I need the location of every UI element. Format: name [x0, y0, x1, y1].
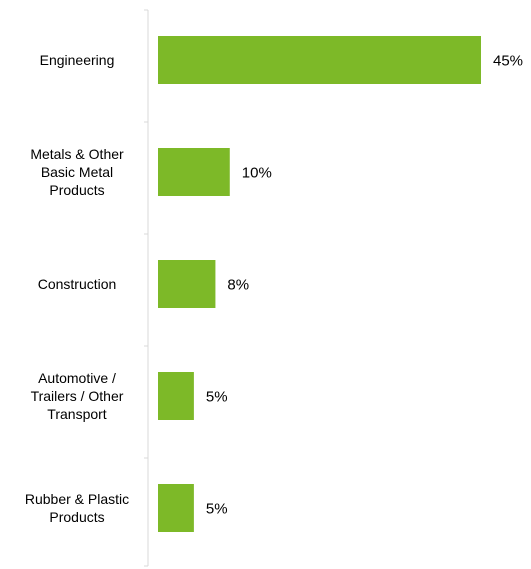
category-axis [144, 9, 149, 567]
category-label-line: Rubber & Plastic [25, 491, 129, 507]
category-label-line: Products [49, 509, 104, 525]
data-label: 8% [227, 277, 249, 294]
data-label: 5% [206, 389, 228, 406]
category-label-line: Trailers / Other [31, 388, 124, 404]
value-labels: 45% 10% 8% 5% 5% [206, 53, 523, 518]
category-tick-label: Rubber & Plastic Products [25, 491, 129, 525]
category-label-line: Engineering [40, 52, 115, 68]
bar [158, 36, 481, 84]
bar [158, 372, 194, 420]
data-label: 45% [493, 53, 523, 70]
category-label-line: Metals & Other [30, 146, 124, 162]
category-tick-label: Metals & Other Basic Metal Products [30, 146, 124, 198]
category-tick-label: Automotive / Trailers / Other Transport [31, 370, 124, 422]
category-label-line: Products [49, 182, 104, 198]
category-label-line: Automotive / [38, 370, 116, 386]
bars [158, 36, 481, 532]
category-label-line: Basic Metal [41, 164, 113, 180]
category-labels: Engineering Metals & Other Basic Metal Prod… [25, 52, 129, 525]
data-label: 10% [242, 165, 272, 182]
category-label-line: Transport [47, 406, 107, 422]
category-tick-label: Engineering [40, 52, 115, 68]
bar [158, 148, 230, 196]
category-tick-label: Construction [38, 276, 117, 292]
category-label-line: Construction [38, 276, 117, 292]
bar [158, 484, 194, 532]
bar [158, 260, 216, 308]
data-label: 5% [206, 501, 228, 518]
